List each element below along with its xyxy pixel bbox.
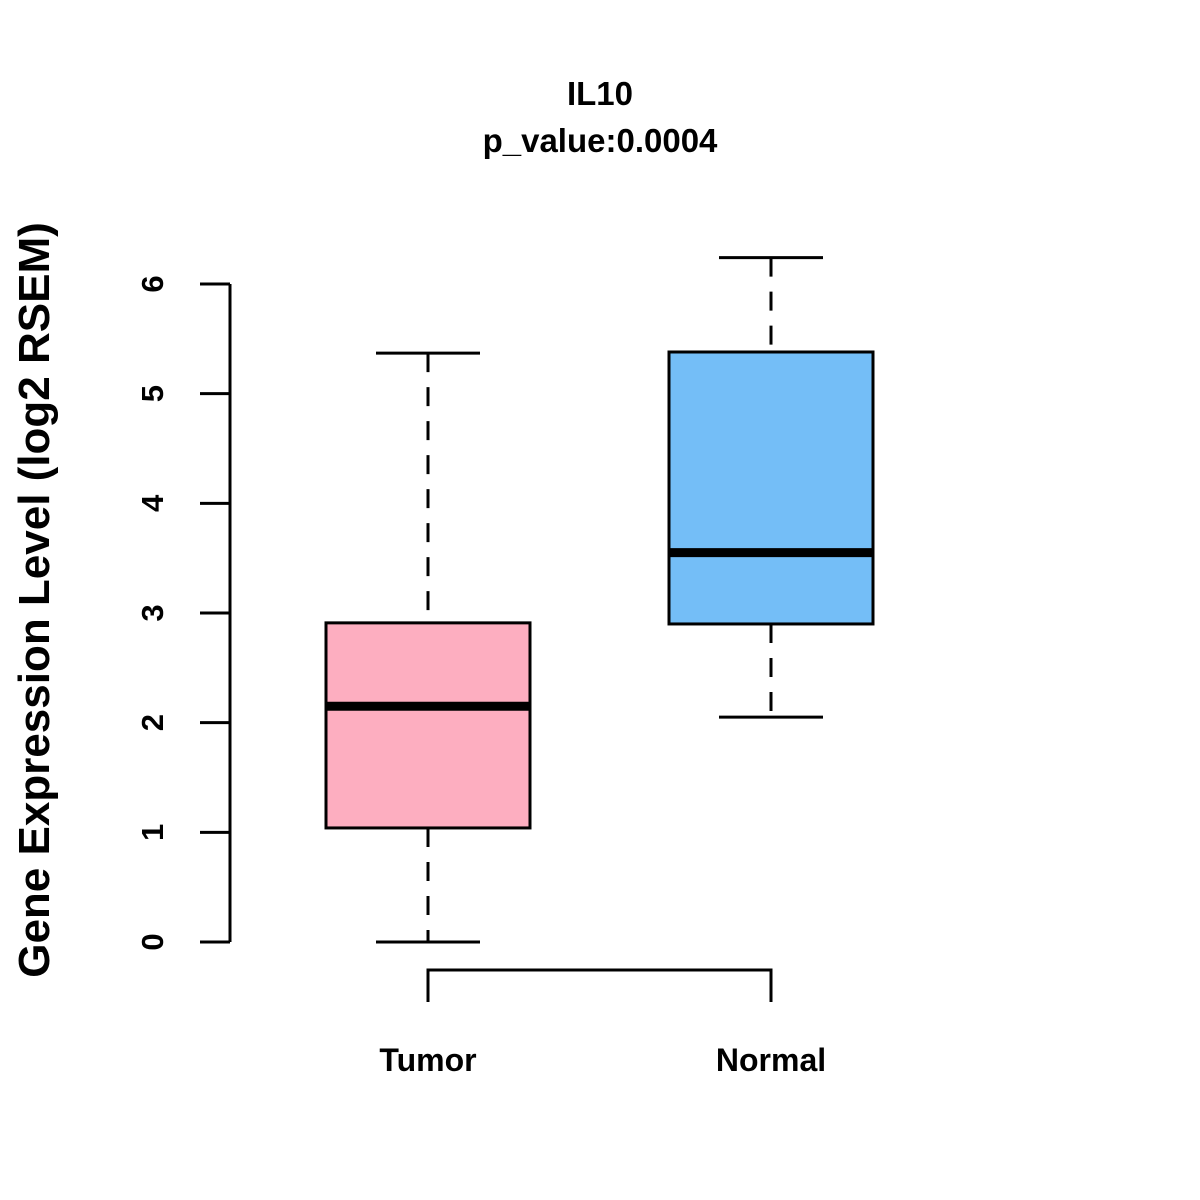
box-normal: [667, 350, 875, 626]
x-category-label-tumor: Tumor: [379, 1042, 477, 1078]
chart-title: IL10: [566, 75, 634, 112]
y-tick-label: 2: [135, 714, 170, 731]
y-tick-label: 5: [135, 385, 170, 402]
x-axis-bracket: [426, 968, 773, 1002]
y-tick-label: 0: [135, 933, 170, 950]
y-tick-label: 3: [135, 604, 170, 621]
y-tick-label: 6: [135, 275, 170, 292]
chart-title-block: IL10 p_value:0.0004: [0, 70, 1200, 164]
y-tick-label: 1: [135, 824, 170, 841]
chart-subtitle: p_value:0.0004: [482, 122, 718, 159]
x-category-label-normal: Normal: [715, 1042, 827, 1078]
box-tumor: [324, 621, 532, 830]
y-tick-label: 4: [135, 494, 170, 512]
